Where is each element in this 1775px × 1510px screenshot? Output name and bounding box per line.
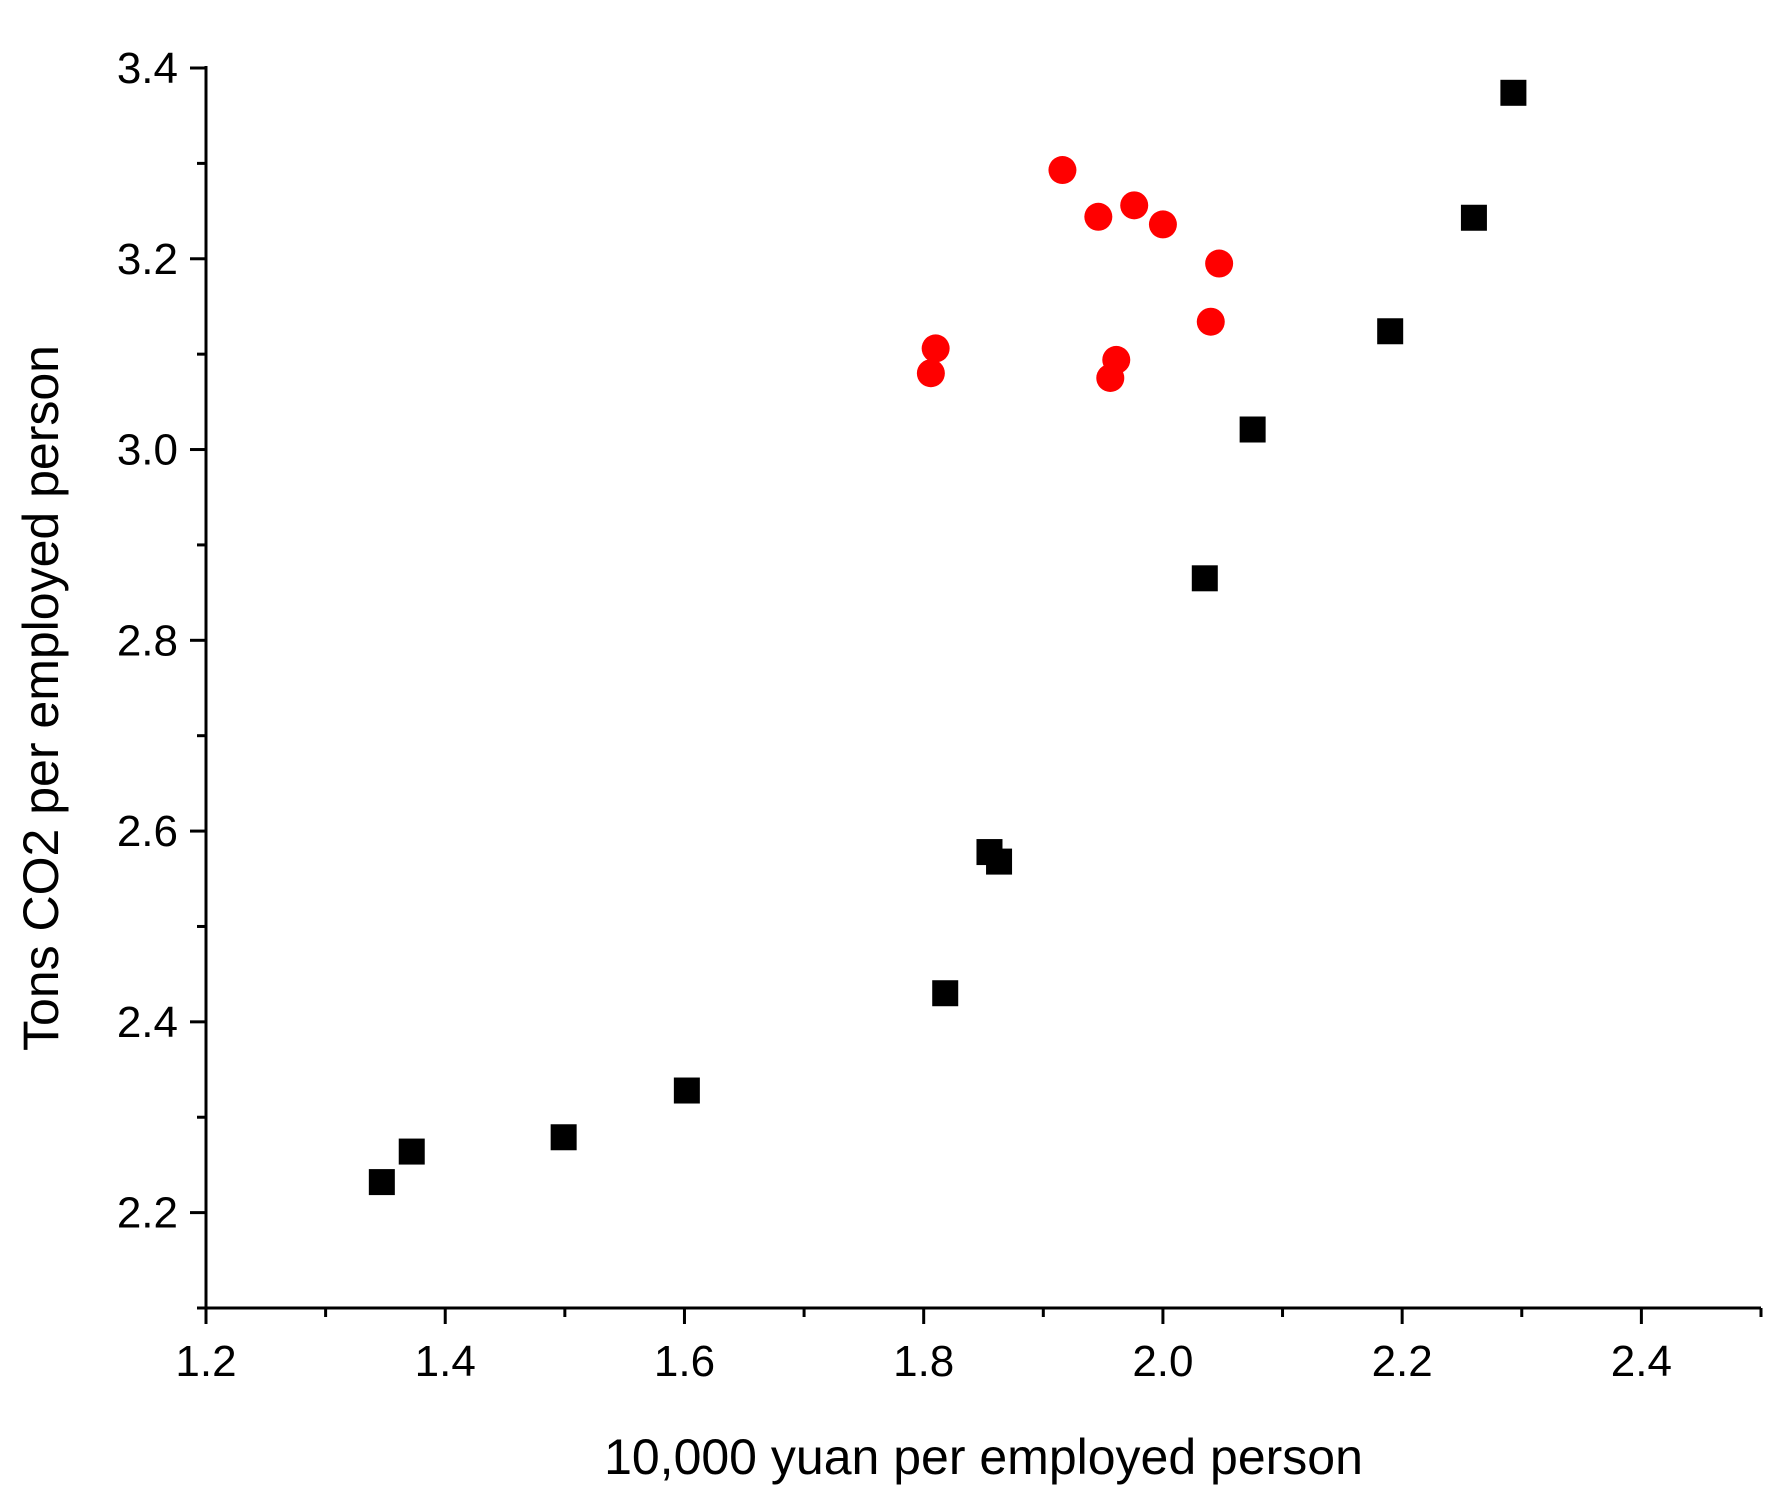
circle-marker <box>921 334 950 363</box>
y-axis-title: Tons CO2 per employed person <box>13 345 69 1051</box>
axes <box>204 66 1761 1310</box>
y-tick-label: 2.6 <box>117 807 178 856</box>
circle-marker <box>1096 364 1125 392</box>
y-tick-label: 2.8 <box>117 616 178 665</box>
circle-marker <box>1196 307 1225 336</box>
x-tick-label: 2.0 <box>1132 1337 1193 1386</box>
x-tick-label: 2.4 <box>1611 1337 1672 1386</box>
square-marker <box>1460 204 1487 231</box>
circle-marker <box>1205 249 1234 278</box>
square-marker <box>1500 79 1527 106</box>
square-marker <box>550 1124 577 1151</box>
x-tick-label: 2.2 <box>1372 1337 1433 1386</box>
x-tick-label: 1.8 <box>893 1337 954 1386</box>
x-tick-label: 1.2 <box>175 1337 236 1386</box>
x-tick-label: 1.4 <box>415 1337 476 1386</box>
circle-marker <box>1084 202 1113 231</box>
y-ticks: 2.2 2.4 2.6 2.8 3.0 3.2 3.4 <box>117 44 206 1310</box>
y-tick-label: 2.4 <box>117 998 178 1047</box>
circle-marker <box>1148 210 1177 239</box>
square-marker <box>368 1169 395 1196</box>
square-marker <box>1239 416 1266 443</box>
square-marker <box>1377 318 1404 345</box>
circle-marker <box>916 359 945 388</box>
square-marker <box>398 1138 425 1165</box>
x-tick-label: 1.6 <box>654 1337 715 1386</box>
square-marker <box>932 980 959 1007</box>
y-tick-label: 3.4 <box>117 44 178 93</box>
circle-marker <box>1120 191 1149 220</box>
square-marker <box>1191 565 1218 592</box>
x-ticks: 1.2 1.4 1.6 1.8 2.0 2.2 2.4 <box>175 1308 1763 1386</box>
square-marker <box>986 848 1013 875</box>
y-tick-label: 2.2 <box>117 1189 178 1238</box>
data-markers <box>368 79 1527 1196</box>
y-tick-label: 3.2 <box>117 235 178 284</box>
y-tick-label: 3.0 <box>117 426 178 475</box>
square-marker <box>673 1077 700 1104</box>
x-axis-title: 10,000 yuan per employed person <box>604 1429 1363 1485</box>
circle-marker <box>1048 156 1077 185</box>
